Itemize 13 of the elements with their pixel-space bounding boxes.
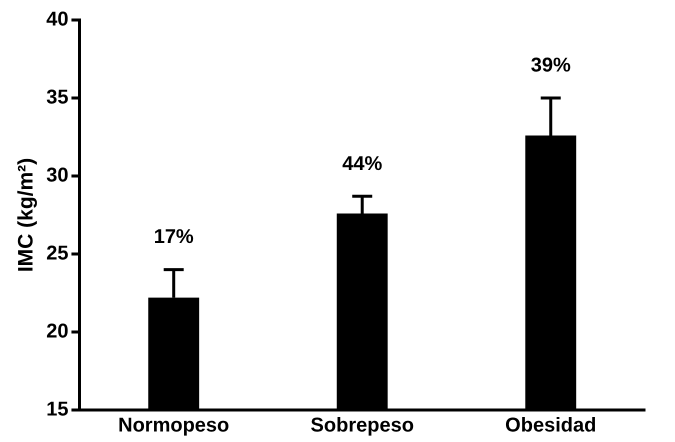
y-tick-label: 15 xyxy=(46,398,68,421)
x-tick-label: Obesidad xyxy=(505,414,596,437)
y-tick-label: 20 xyxy=(46,320,68,343)
annotation: 17% xyxy=(154,226,194,248)
annotation: 44% xyxy=(342,152,382,175)
x-tick-label: Sobrepeso xyxy=(310,414,414,437)
y-tick-label: 30 xyxy=(46,164,68,187)
x-tick-label: Normopeso xyxy=(118,414,230,437)
y-tick-label: 40 xyxy=(46,8,68,31)
y-tick-label: 35 xyxy=(46,86,68,109)
y-axis-title: IMC (kg/m²) xyxy=(14,158,38,272)
y-tick-label: 25 xyxy=(46,242,68,265)
annotation: 39% xyxy=(530,54,571,77)
